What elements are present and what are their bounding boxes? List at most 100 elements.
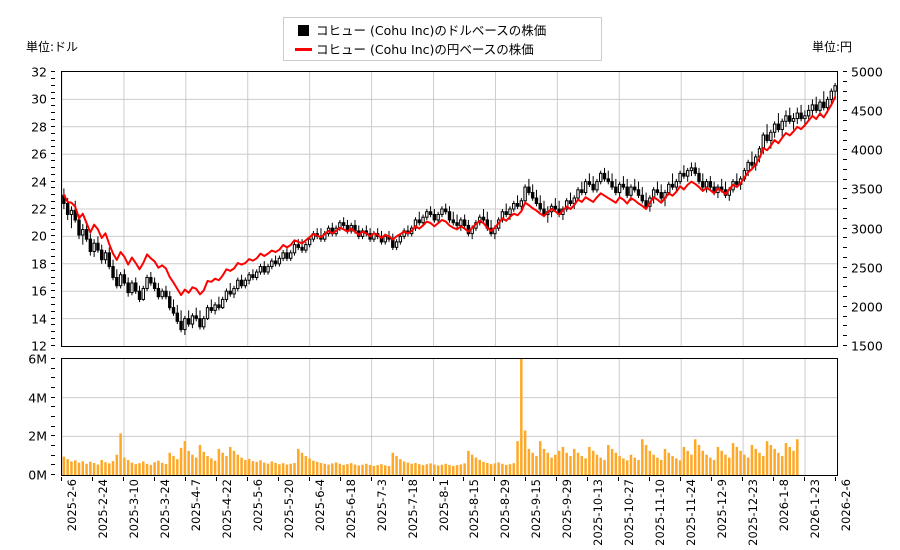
volume-bar	[92, 463, 96, 475]
axis-tick-mark	[51, 425, 55, 427]
candle-body	[122, 274, 127, 284]
candle-body	[606, 178, 610, 183]
volume-bar	[349, 463, 353, 475]
volume-bar	[194, 457, 198, 475]
volume-bar	[667, 452, 671, 475]
candle-body	[304, 244, 308, 251]
x-axis-tick-mark	[680, 477, 682, 481]
volume-bar	[690, 454, 693, 475]
volume-bar	[663, 448, 667, 475]
x-axis-tick-mark	[804, 477, 806, 481]
volume-bar	[168, 452, 171, 475]
axis-tick-mark	[51, 464, 55, 466]
chart-legend: コヒュー (Cohu Inc)のドルベースの株価 コヒュー (Cohu Inc)…	[283, 17, 602, 61]
candle-body	[580, 189, 584, 194]
volume-bar	[659, 459, 663, 475]
volume-bar	[591, 450, 595, 475]
candle-body	[440, 208, 444, 215]
legend-label-usd: コヒュー (Cohu Inc)のドルベースの株価	[316, 23, 547, 38]
candle-body	[103, 252, 108, 261]
axis-tick-mark	[51, 454, 55, 456]
x-axis-tick-mark	[463, 477, 465, 481]
candle-body	[640, 194, 645, 202]
volume-bar	[225, 456, 228, 475]
candle-body	[292, 244, 297, 254]
candle-body	[614, 186, 618, 194]
x-axis-tick-mark	[277, 477, 279, 481]
volume-bar	[157, 460, 160, 475]
volume-bar	[573, 448, 576, 475]
candle-body	[803, 115, 807, 120]
volume-bar	[164, 463, 168, 475]
volume-bar	[191, 454, 194, 475]
axis-tick-mark	[51, 118, 55, 120]
volume-bar	[452, 465, 455, 475]
candle-body	[564, 200, 569, 210]
volume-axis-labels: 6M 4M 2M 0M	[0, 352, 55, 483]
volume-bar	[300, 452, 304, 475]
candle-body	[425, 211, 429, 218]
volume-bar	[399, 459, 402, 475]
volume-bar	[429, 463, 432, 475]
volume-bar	[365, 463, 368, 475]
candle-body	[394, 241, 399, 248]
axis-tick-mark	[843, 198, 847, 200]
volume-bar	[610, 448, 614, 475]
volume-bar	[693, 439, 697, 475]
axis-tick-mark	[51, 262, 55, 264]
ylab-right-tick: 1500	[851, 338, 883, 354]
volume-bar	[728, 457, 731, 475]
volume-bar	[119, 433, 122, 475]
candle-body	[504, 211, 508, 215]
volume-bar	[315, 461, 319, 475]
volume-bar	[701, 450, 705, 475]
volume-bar	[361, 464, 364, 475]
candle-body	[708, 181, 713, 188]
volume-bar	[712, 459, 716, 475]
axis-tick-mark	[51, 406, 55, 408]
volume-bar	[641, 439, 644, 475]
volume-bar	[100, 459, 103, 475]
volume-bar	[482, 461, 485, 475]
volume-bar	[436, 465, 440, 475]
candle-body	[735, 181, 739, 185]
candle-body	[462, 219, 467, 226]
ylab-right-tick: 3500	[851, 181, 883, 197]
volume-bar	[633, 457, 636, 475]
axis-tick-mark	[51, 125, 55, 127]
candle-body	[670, 183, 675, 188]
candle-body	[481, 216, 486, 221]
volume-bar	[96, 464, 100, 475]
volume-bar	[323, 463, 326, 475]
candle-body	[251, 274, 255, 278]
candle-body	[795, 112, 800, 120]
volume-bar	[444, 463, 447, 475]
volume-bar	[512, 463, 516, 475]
axis-tick-mark	[843, 110, 847, 112]
volume-bar	[637, 459, 640, 475]
axis-tick-mark	[51, 276, 55, 278]
volume-bar	[255, 461, 258, 475]
volume-bar	[486, 463, 489, 475]
candle-body	[587, 181, 592, 185]
candle-body	[262, 266, 266, 273]
volume-bar	[368, 464, 372, 475]
volume-bar	[686, 450, 689, 475]
axis-tick-mark	[843, 315, 847, 317]
volume-bar	[115, 454, 119, 475]
x-axis-tick-label: 2025-10-27	[622, 479, 637, 546]
x-axis-tick-label: 2025-5-20	[281, 479, 296, 539]
volume-bar	[765, 441, 769, 475]
legend-item-jpy: コヒュー (Cohu Inc)の円ベースの株価	[290, 40, 595, 59]
axis-tick-mark	[51, 201, 55, 203]
x-axis-tick-mark	[339, 477, 341, 481]
x-axis-tick-label: 2025-7-18	[405, 479, 420, 539]
candle-body	[258, 266, 263, 273]
volume-bar	[353, 464, 357, 475]
volume-bar	[448, 464, 451, 475]
volume-bar	[138, 463, 141, 475]
x-axis-tick-mark	[61, 477, 62, 481]
candle-body	[152, 282, 157, 289]
volume-bar	[357, 465, 361, 475]
candle-body	[281, 252, 285, 259]
